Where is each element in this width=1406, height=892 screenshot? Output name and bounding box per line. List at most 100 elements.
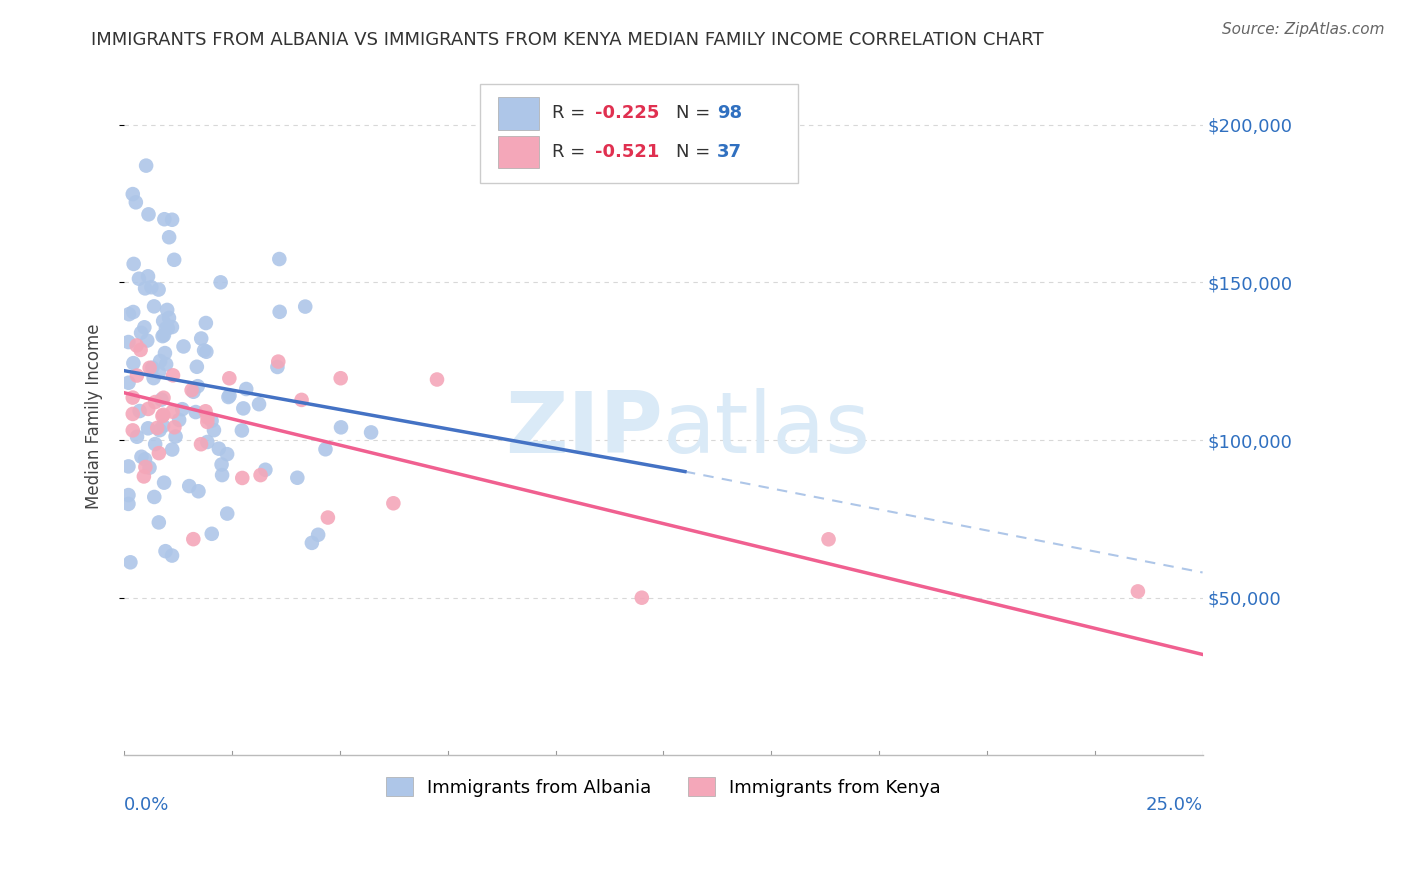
Point	[121, 187, 143, 202]
Text: ZIP: ZIP	[506, 388, 664, 472]
Point	[1126, 584, 1149, 599]
Point	[200, 414, 222, 428]
Y-axis label: Median Family Income: Median Family Income	[86, 324, 103, 509]
Point	[149, 354, 172, 368]
Point	[149, 423, 172, 437]
Point	[120, 555, 142, 569]
Point	[202, 423, 225, 437]
Point	[156, 321, 179, 335]
Point	[136, 421, 159, 435]
Text: 98: 98	[717, 104, 742, 122]
Point	[135, 159, 157, 173]
Point	[211, 468, 233, 483]
Point	[231, 471, 253, 485]
Point	[183, 384, 205, 399]
Point	[136, 269, 159, 284]
Point	[173, 339, 195, 353]
Point	[186, 359, 208, 374]
Point	[165, 429, 187, 443]
Point	[150, 392, 173, 407]
FancyBboxPatch shape	[498, 97, 540, 129]
Point	[152, 418, 174, 433]
Text: -0.225: -0.225	[595, 104, 659, 122]
Point	[426, 372, 449, 386]
Point	[184, 405, 207, 419]
Point	[153, 475, 176, 490]
Point	[160, 549, 183, 563]
Point	[128, 404, 150, 418]
Point	[138, 207, 160, 221]
Point	[195, 415, 218, 429]
Point	[143, 437, 166, 451]
Point	[155, 357, 177, 371]
Point	[249, 468, 271, 483]
Point	[117, 488, 139, 502]
Point	[314, 442, 336, 457]
Point	[269, 252, 291, 266]
Point	[153, 328, 176, 343]
Point	[329, 371, 352, 385]
Point	[187, 484, 209, 499]
Point	[138, 460, 160, 475]
Point	[157, 230, 180, 244]
Point	[817, 533, 839, 547]
Point	[143, 490, 166, 504]
Point	[197, 410, 219, 425]
Legend: Immigrants from Albania, Immigrants from Kenya: Immigrants from Albania, Immigrants from…	[378, 770, 948, 804]
Point	[330, 420, 353, 434]
Point	[121, 391, 143, 405]
Point	[122, 305, 145, 319]
Point	[117, 459, 139, 474]
Point	[121, 423, 143, 437]
Point	[217, 507, 239, 521]
Point	[269, 305, 291, 319]
Text: -0.521: -0.521	[595, 143, 659, 161]
Point	[152, 408, 174, 422]
Point	[167, 413, 190, 427]
Point	[148, 446, 170, 460]
Point	[266, 359, 288, 374]
Point	[172, 402, 194, 417]
Point	[156, 302, 179, 317]
Point	[208, 442, 231, 456]
FancyBboxPatch shape	[479, 84, 799, 183]
Point	[162, 368, 184, 383]
Text: N =: N =	[676, 143, 716, 161]
Point	[152, 391, 174, 405]
FancyBboxPatch shape	[498, 136, 540, 169]
Point	[134, 281, 156, 295]
Point	[122, 356, 145, 370]
Point	[181, 532, 204, 546]
Point	[125, 338, 148, 352]
Point	[291, 392, 314, 407]
Text: N =: N =	[676, 104, 716, 122]
Point	[136, 401, 159, 416]
Point	[153, 346, 176, 360]
Text: 0.0%: 0.0%	[124, 796, 170, 814]
Point	[630, 591, 652, 605]
Point	[162, 405, 184, 419]
Point	[117, 376, 139, 390]
Point	[121, 407, 143, 421]
Point	[155, 321, 177, 335]
Point	[132, 469, 155, 483]
Point	[294, 300, 316, 314]
Point	[122, 257, 145, 271]
Point	[247, 397, 270, 411]
Point	[129, 343, 152, 357]
Point	[138, 360, 160, 375]
Point	[194, 404, 217, 418]
Point	[141, 280, 163, 294]
Point	[136, 334, 159, 348]
Point	[125, 195, 148, 210]
Point	[235, 382, 257, 396]
Point	[193, 343, 215, 358]
Point	[218, 389, 240, 403]
Point	[131, 450, 153, 464]
Point	[160, 442, 183, 457]
Point	[152, 314, 174, 328]
Point	[360, 425, 382, 440]
Point	[141, 360, 163, 375]
Point	[195, 434, 218, 449]
Point	[129, 326, 152, 340]
